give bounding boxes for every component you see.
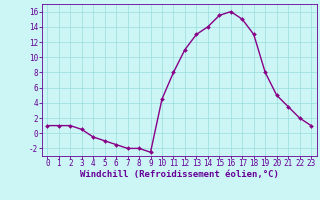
X-axis label: Windchill (Refroidissement éolien,°C): Windchill (Refroidissement éolien,°C) [80,170,279,179]
